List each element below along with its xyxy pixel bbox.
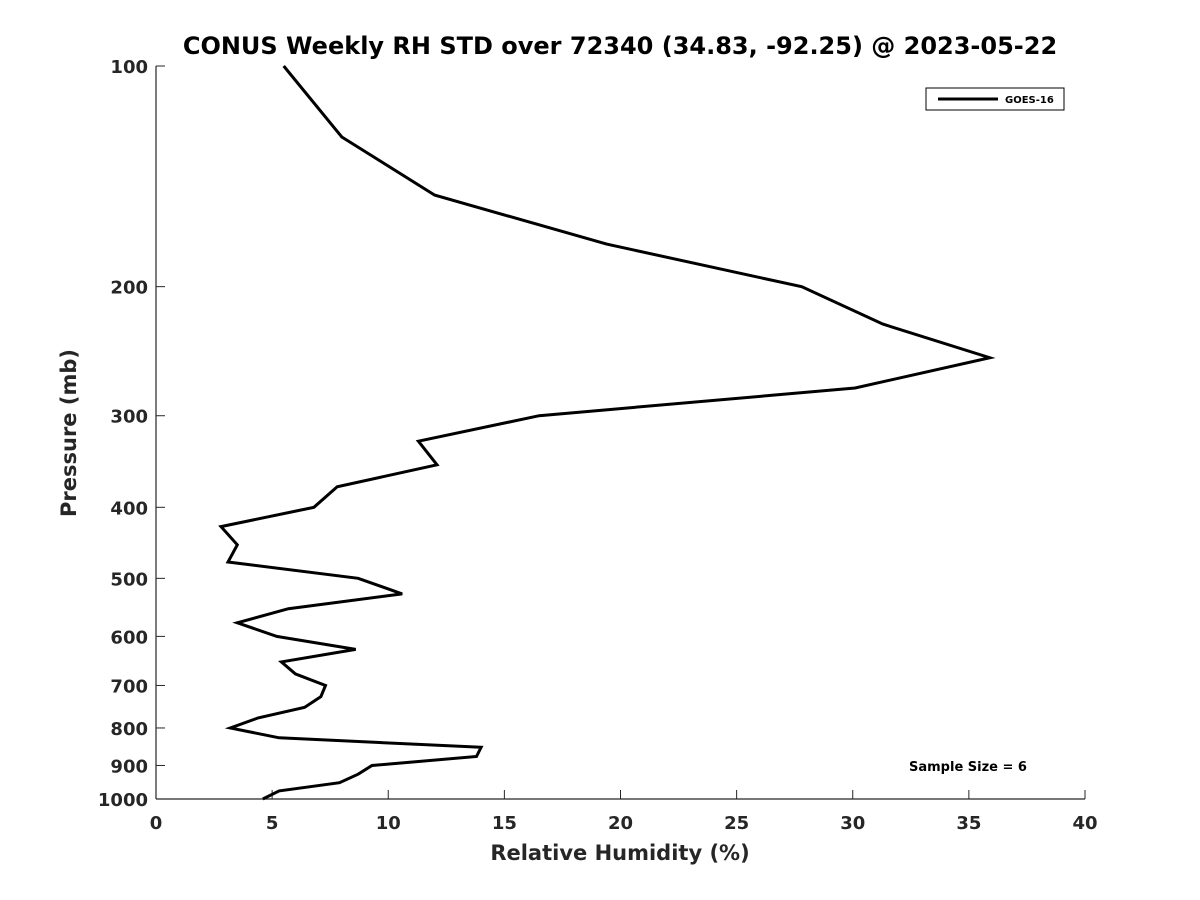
y-axis-label: Pressure (mb) <box>57 349 81 517</box>
x-axis-label: Relative Humidity (%) <box>490 841 749 865</box>
y-tick-label: 100 <box>110 57 148 78</box>
sample-size-annotation: Sample Size = 6 <box>909 760 1027 775</box>
series-line-goes-16 <box>218 65 996 801</box>
y-tick-label: 600 <box>110 627 148 648</box>
y-tick-label: 800 <box>110 719 148 740</box>
series-layer <box>218 65 996 801</box>
y-tick-label: 900 <box>110 756 148 777</box>
x-tick-label: 35 <box>956 813 981 834</box>
x-tick-label: 10 <box>376 813 401 834</box>
x-tick-label: 25 <box>724 813 749 834</box>
legend-label-goes-16: GOES-16 <box>1005 95 1054 106</box>
y-tick-label: 1000 <box>98 790 148 811</box>
x-tick-label: 30 <box>840 813 865 834</box>
y-tick-label: 200 <box>110 278 148 299</box>
x-axis-ticks: 0 5 10 15 20 25 30 35 40 <box>150 790 1098 834</box>
y-axis-ticks: 100 200 300 400 500 600 700 800 900 1000 <box>98 57 165 811</box>
chart-title: CONUS Weekly RH STD over 72340 (34.83, -… <box>183 32 1057 60</box>
y-tick-label: 700 <box>110 676 148 697</box>
y-tick-label: 300 <box>110 407 148 428</box>
x-tick-label: 40 <box>1072 813 1097 834</box>
x-tick-label: 20 <box>608 813 633 834</box>
y-tick-label: 400 <box>110 498 148 519</box>
legend: GOES-16 <box>925 87 1065 111</box>
x-tick-label: 5 <box>266 813 279 834</box>
axes <box>155 66 1085 800</box>
y-tick-label: 500 <box>110 569 148 590</box>
x-tick-label: 0 <box>150 813 163 834</box>
x-tick-label: 15 <box>492 813 517 834</box>
plot-area: 0 5 10 15 20 25 30 35 40 100 200 300 400 500 600 700 80… <box>98 57 1098 834</box>
